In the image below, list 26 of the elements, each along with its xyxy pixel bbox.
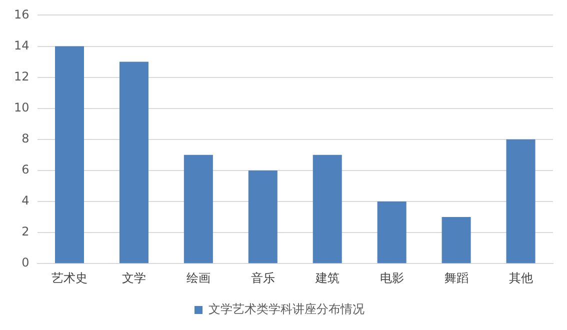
bar xyxy=(248,170,278,264)
x-tick-label: 建筑 xyxy=(314,270,340,285)
x-tick-label: 舞蹈 xyxy=(444,270,468,285)
y-tick-label: 4 xyxy=(22,194,30,208)
y-tick-label: 10 xyxy=(14,100,30,114)
bar xyxy=(312,154,342,264)
bar xyxy=(506,139,536,264)
y-tick-label: 12 xyxy=(14,69,30,84)
bar xyxy=(184,154,213,264)
x-tick-label: 其他 xyxy=(508,270,533,285)
bar xyxy=(119,62,148,264)
y-tick-label: 2 xyxy=(22,224,30,239)
y-tick-label: 16 xyxy=(14,7,30,22)
y-tick-label: 0 xyxy=(22,256,30,270)
x-tick-label: 文学 xyxy=(122,270,146,285)
x-tick-label: 音乐 xyxy=(250,270,275,285)
x-tick-label: 绘画 xyxy=(186,270,210,285)
x-tick-label: 艺术史 xyxy=(52,270,88,285)
x-tick-label: 电影 xyxy=(380,270,404,285)
y-tick-label: 6 xyxy=(22,162,30,177)
y-tick-label: 14 xyxy=(14,38,30,52)
legend-label: 文学艺术类学科讲座分布情况 xyxy=(208,302,364,316)
y-tick-label: 8 xyxy=(22,132,30,146)
bar xyxy=(55,46,84,264)
bar xyxy=(442,217,471,264)
bar xyxy=(377,202,406,264)
